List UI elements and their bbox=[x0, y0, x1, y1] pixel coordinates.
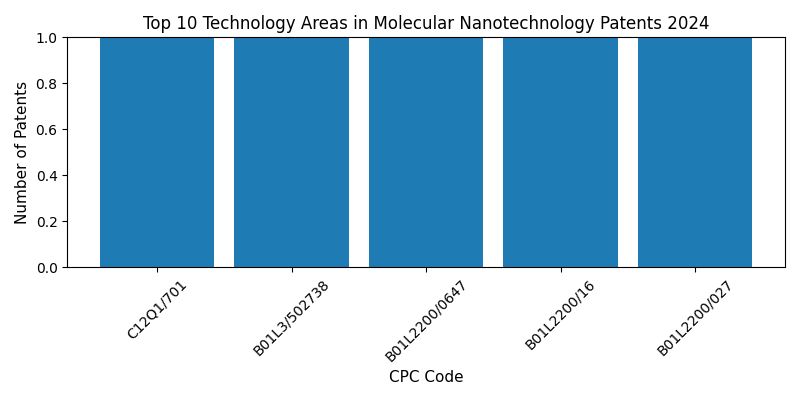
Y-axis label: Number of Patents: Number of Patents bbox=[15, 81, 30, 224]
Bar bbox=[503, 37, 618, 267]
Bar bbox=[100, 37, 214, 267]
Bar bbox=[638, 37, 752, 267]
Title: Top 10 Technology Areas in Molecular Nanotechnology Patents 2024: Top 10 Technology Areas in Molecular Nan… bbox=[143, 15, 710, 33]
Bar bbox=[234, 37, 349, 267]
X-axis label: CPC Code: CPC Code bbox=[389, 370, 463, 385]
Bar bbox=[369, 37, 483, 267]
